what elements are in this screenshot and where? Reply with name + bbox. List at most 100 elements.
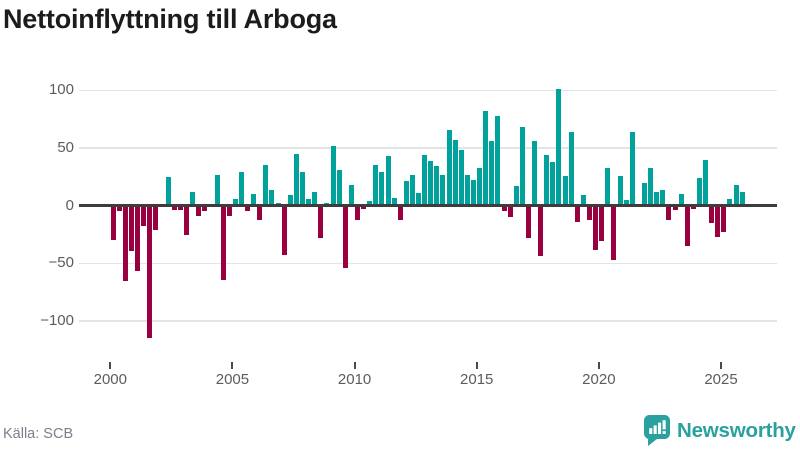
bar-2000Q4 (129, 205, 135, 251)
bar-2022Q2 (654, 191, 660, 206)
bar-2003Q1 (183, 205, 189, 235)
x-tick-label-2025: 2025 (704, 371, 738, 388)
bar-2000Q2 (116, 205, 122, 212)
bar-2007Q2 (287, 195, 293, 206)
gridline-50 (79, 147, 777, 149)
bar-2001Q3 (147, 205, 153, 339)
bar-2023Q1 (672, 205, 678, 211)
bar-2007Q4 (300, 172, 305, 206)
gridline--50 (79, 262, 777, 265)
bar-2005Q1 (232, 198, 238, 206)
y-tick-label--50: −50 (48, 254, 74, 272)
bar-2004Q4 (226, 205, 232, 217)
bar-2002Q3 (171, 205, 177, 211)
bar-2010Q4 (373, 165, 379, 206)
gridline--100 (79, 320, 777, 322)
gridline-100 (79, 89, 777, 92)
bar-2018Q4 (568, 131, 574, 206)
bar-2014Q4 (471, 180, 476, 206)
bar-2001Q2 (141, 205, 147, 227)
bar-2017Q4 (544, 154, 550, 206)
bar-2005Q4 (251, 194, 257, 206)
bar-2023Q2 (678, 194, 684, 206)
x-tick-mark-2015 (475, 362, 478, 369)
bar-2024Q3 (709, 205, 715, 223)
bar-2015Q3 (489, 141, 495, 206)
bar-2002Q2 (165, 176, 171, 206)
source-label: Källa: SCB (3, 426, 74, 442)
bar-2011Q2 (385, 156, 391, 206)
bar-2020Q2 (605, 167, 611, 206)
bar-2010Q3 (367, 201, 373, 206)
bar-2014Q1 (452, 139, 458, 206)
y-tick-label-100: 100 (48, 81, 74, 99)
newsworthy-logo[interactable]: Newsworthy (644, 415, 796, 446)
x-tick-mark-2025 (720, 362, 722, 369)
bar-2025Q1 (721, 205, 727, 233)
bar-2015Q2 (483, 111, 489, 206)
bar-2015Q1 (477, 167, 483, 206)
bar-2010Q1 (354, 205, 360, 220)
newsworthy-bubble-chart-icon (644, 415, 670, 446)
x-tick-mark-2010 (353, 362, 356, 369)
bar-2022Q1 (648, 167, 654, 206)
bar-2004Q2 (214, 174, 220, 206)
bar-2003Q4 (202, 205, 208, 212)
x-tick-mark-2005 (231, 362, 234, 369)
bar-2025Q2 (727, 198, 733, 206)
bar-2004Q3 (220, 205, 226, 280)
bar-2005Q2 (238, 172, 244, 206)
bar-2001Q4 (153, 205, 159, 230)
bar-2016Q1 (501, 205, 507, 212)
x-tick-mark-2020 (597, 362, 600, 369)
bar-2003Q3 (196, 205, 202, 217)
zero-axis-line (79, 204, 777, 207)
bar-2022Q4 (666, 205, 672, 220)
bar-2013Q4 (446, 129, 452, 206)
bar-2011Q4 (397, 205, 403, 220)
bar-2021Q4 (641, 182, 647, 206)
bar-2019Q2 (580, 195, 586, 206)
bar-2006Q3 (269, 189, 275, 206)
x-tick-label-2015: 2015 (460, 371, 494, 388)
bar-2013Q2 (434, 166, 440, 206)
bar-2012Q3 (416, 193, 422, 206)
bar-2016Q4 (519, 127, 525, 206)
bar-2003Q2 (190, 191, 196, 206)
bar-2016Q3 (513, 186, 519, 206)
x-tick-label-2000: 2000 (93, 371, 127, 388)
bar-2023Q4 (690, 205, 696, 210)
x-tick-label-2020: 2020 (582, 371, 616, 388)
bar-2007Q3 (293, 153, 299, 206)
bar-2016Q2 (507, 205, 513, 218)
bar-2018Q3 (562, 175, 568, 206)
chart-title: Nettoinflyttning till Arboga (3, 4, 337, 34)
x-tick-label-2010: 2010 (337, 371, 372, 388)
bar-2005Q3 (245, 205, 251, 212)
bar-2024Q1 (696, 178, 702, 206)
bar-2014Q2 (458, 150, 464, 206)
bar-2020Q4 (617, 175, 623, 206)
bar-2012Q4 (422, 154, 428, 206)
bar-2022Q3 (660, 189, 666, 206)
x-tick-label-2005: 2005 (215, 371, 250, 388)
bar-2009Q1 (330, 145, 336, 206)
bar-2023Q3 (684, 205, 690, 247)
bar-2011Q1 (379, 172, 385, 206)
bar-2009Q3 (342, 205, 348, 268)
bar-2001Q1 (135, 205, 141, 272)
bar-2018Q1 (550, 161, 556, 206)
bar-2009Q4 (348, 184, 354, 206)
bar-2013Q3 (440, 174, 446, 206)
bar-2007Q1 (281, 205, 287, 256)
bar-2011Q3 (391, 197, 397, 206)
bar-2009Q2 (336, 169, 342, 206)
bar-2024Q2 (703, 159, 709, 206)
bar-2000Q1 (110, 205, 116, 241)
bar-2008Q3 (318, 205, 324, 238)
newsworthy-wordmark: Newsworthy (677, 418, 796, 442)
y-tick-label-50: 50 (57, 139, 74, 157)
bar-2008Q1 (306, 198, 312, 206)
bar-2008Q2 (312, 191, 318, 206)
